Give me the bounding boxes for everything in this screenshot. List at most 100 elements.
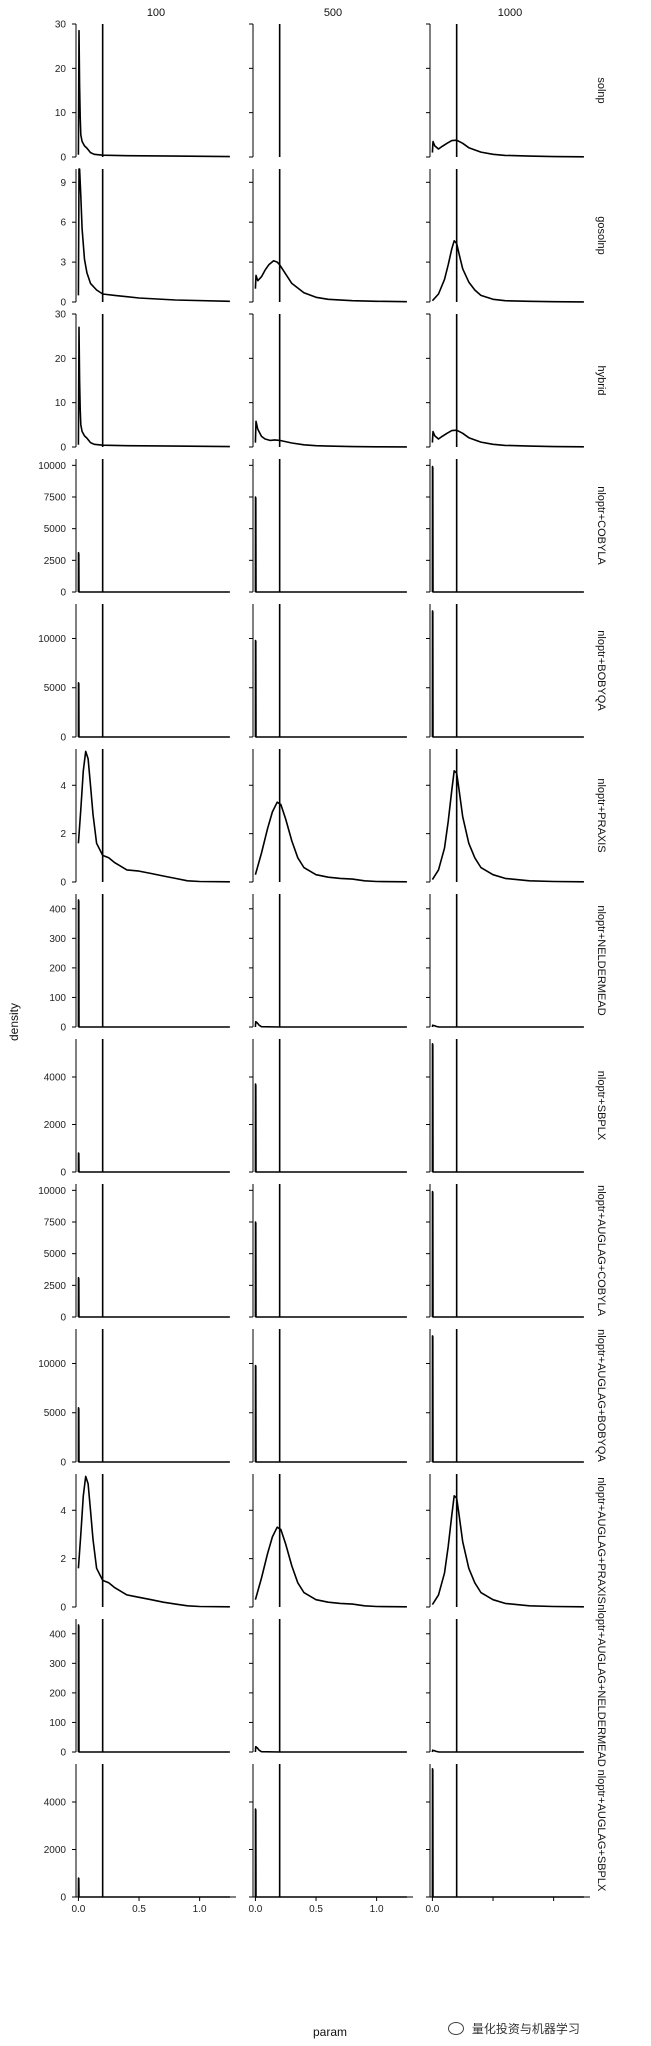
y-tick-label: 10000: [38, 634, 66, 645]
y-tick-label: 0: [60, 1313, 66, 1324]
density-curve-100: [77, 681, 230, 738]
y-tick-label: 0: [60, 1458, 66, 1469]
density-curve-500: [254, 1745, 407, 1753]
density-curve-500: [254, 1221, 407, 1318]
row-strip-label: hybrid: [595, 366, 607, 396]
row-strip-label: gosolnp: [595, 216, 607, 255]
y-tick-label: 10: [55, 108, 67, 119]
y-tick-label: 10000: [38, 1186, 66, 1197]
density-curve-100: [77, 1407, 230, 1463]
y-tick-label: 2000: [44, 1120, 67, 1131]
y-tick-label: 200: [49, 1688, 66, 1699]
y-tick-label: 30: [55, 310, 67, 321]
y-tick-label: 20: [55, 64, 67, 75]
y-tick-label: 5000: [44, 524, 67, 535]
row-strip-label: nloptr+AUGLAG+COBYLA: [595, 1185, 607, 1317]
row-strip-label: nloptr+BOBYQA: [595, 630, 607, 711]
density-curve-100: [77, 1475, 230, 1608]
density-curve-500: [254, 1526, 407, 1608]
y-tick-label: 0: [60, 1168, 66, 1179]
density-curve-1000: [431, 769, 584, 883]
density-curve-1000: [431, 1768, 584, 1898]
y-tick-label: 100: [49, 993, 66, 1004]
y-tick-label: 100: [49, 1718, 66, 1729]
density-curve-500: [254, 259, 407, 303]
y-tick-label: 10: [55, 398, 67, 409]
row-strip-label: nloptr+COBYLA: [595, 486, 607, 565]
y-tick-label: 20: [55, 354, 67, 365]
row-strip-label: nloptr+PRAXIS: [595, 778, 607, 852]
density-curve-1000: [431, 429, 584, 448]
y-tick-label: 30: [55, 20, 67, 31]
y-tick-label: 5000: [44, 683, 67, 694]
x-tick-label: 0.5: [309, 1904, 323, 1915]
density-curve-500: [254, 639, 407, 738]
row-strip-label: nloptr+AUGLAG+NELDERMEAD: [595, 1604, 607, 1767]
density-curve-1000: [431, 240, 584, 303]
y-tick-label: 4000: [44, 1073, 67, 1084]
y-tick-label: 0: [60, 1603, 66, 1614]
row-strip-label: nloptr+AUGLAG+BOBYQA: [595, 1329, 607, 1462]
row-strip-label: nloptr+SBPLX: [595, 1071, 607, 1141]
x-tick-label: 0.5: [132, 1904, 146, 1915]
y-tick-label: 3: [60, 258, 66, 269]
x-tick-label: 0.0: [425, 1904, 439, 1915]
density-curve-500: [254, 496, 407, 593]
density-curve-500: [254, 1083, 407, 1173]
x-tick-label: 1.0: [193, 1904, 207, 1915]
row-strip-label: nloptr+NELDERMEAD: [595, 905, 607, 1015]
column-strip-label-1000: 1000: [498, 7, 522, 19]
density-curve-100: [77, 1877, 230, 1898]
y-tick-label: 10000: [38, 461, 66, 472]
density-curve-100: [77, 1276, 230, 1318]
density-curve-100: [77, 29, 230, 158]
y-tick-label: 2: [60, 1554, 66, 1565]
density-curve-1000: [431, 1335, 584, 1463]
y-tick-label: 4: [60, 781, 66, 792]
y-tick-label: 0: [60, 298, 66, 309]
density-curve-500: [254, 420, 407, 448]
y-tick-label: 5000: [44, 1408, 67, 1419]
density-curve-100: [77, 899, 230, 1028]
y-tick-label: 2: [60, 829, 66, 840]
column-strip-label-500: 500: [324, 7, 342, 19]
watermark-text: 量化投资与机器学习: [471, 2022, 580, 2036]
y-tick-label: 4: [60, 1506, 66, 1517]
y-tick-label: 200: [49, 963, 66, 974]
row-strip-label: nloptr+AUGLAG+SBPLX: [595, 1770, 607, 1892]
y-tick-label: 0: [60, 1748, 66, 1759]
density-curve-500: [254, 1020, 407, 1028]
density-curve-500: [254, 1364, 407, 1463]
y-tick-label: 400: [49, 1629, 66, 1640]
density-curve-100: [77, 168, 230, 303]
y-tick-label: 4000: [44, 1798, 67, 1809]
y-tick-label: 6: [60, 218, 66, 229]
y-tick-label: 10000: [38, 1359, 66, 1370]
y-tick-label: 0: [60, 443, 66, 454]
row-strip-label: nloptr+AUGLAG+PRAXIS: [595, 1477, 607, 1604]
density-curve-1000: [431, 610, 584, 738]
column-strip-label-100: 100: [147, 7, 165, 19]
y-tick-label: 2500: [44, 1281, 67, 1292]
y-tick-label: 0: [60, 878, 66, 889]
y-axis-title: density: [7, 1003, 21, 1041]
x-tick-label: 0.0: [248, 1904, 262, 1915]
density-curve-1000: [431, 1190, 584, 1318]
y-tick-label: 9: [60, 178, 66, 189]
y-tick-label: 2500: [44, 556, 67, 567]
density-curve-1000: [431, 1749, 584, 1753]
density-curve-1000: [431, 465, 584, 593]
y-tick-label: 0: [60, 1893, 66, 1904]
x-tick-label: 0.0: [71, 1904, 85, 1915]
y-tick-label: 5000: [44, 1249, 67, 1260]
y-tick-label: 0: [60, 1023, 66, 1034]
density-curve-1000: [431, 1495, 584, 1608]
density-curve-1000: [431, 1024, 584, 1028]
y-tick-label: 300: [49, 934, 66, 945]
density-curve-1000: [431, 1043, 584, 1173]
x-tick-label: 1.0: [370, 1904, 384, 1915]
density-curve-1000: [431, 139, 584, 158]
density-curve-100: [77, 750, 230, 883]
density-curve-500: [254, 1808, 407, 1898]
